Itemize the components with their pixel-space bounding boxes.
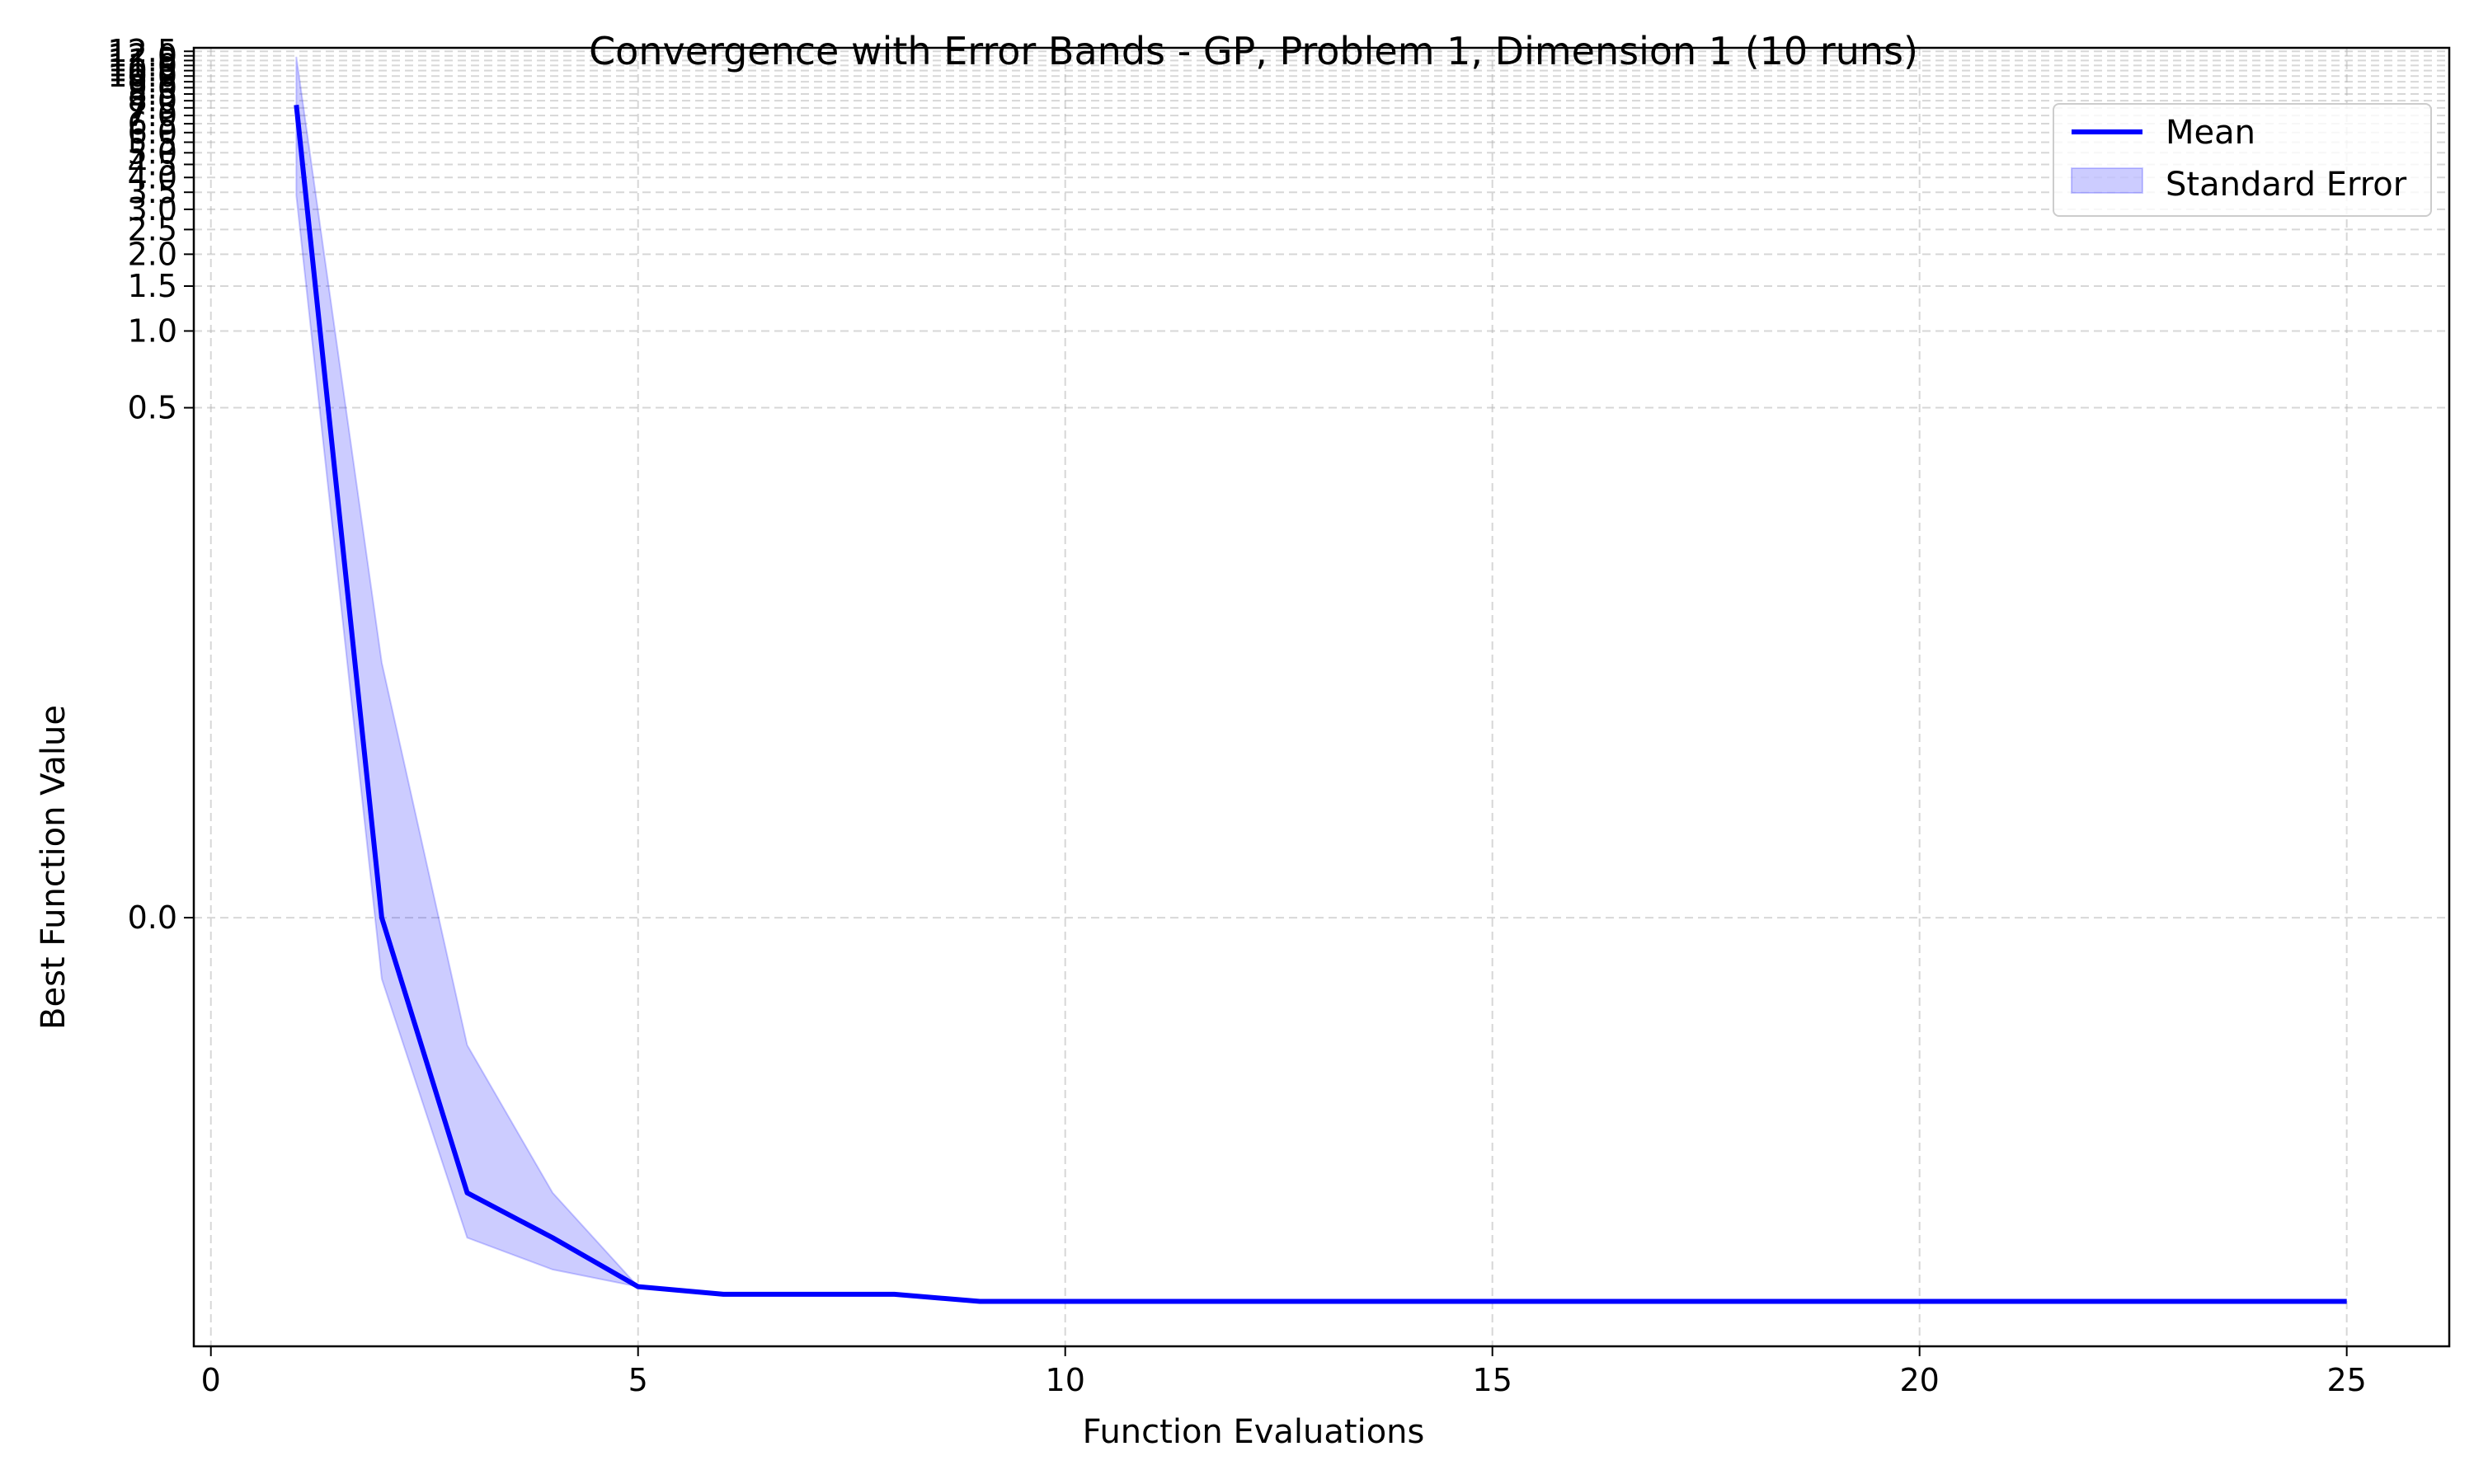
y-tick-label: 10.5 bbox=[107, 53, 177, 89]
y-tick-label: 9.0 bbox=[128, 69, 177, 106]
x-axis-label: Function Evaluations bbox=[1083, 1413, 1425, 1451]
y-tick-label: 12.5 bbox=[107, 33, 177, 69]
y-tick-label: 4.5 bbox=[128, 146, 177, 182]
axes-frame bbox=[192, 46, 2451, 1348]
y-tick-label: 0.0 bbox=[128, 899, 177, 936]
legend-band-swatch bbox=[2071, 167, 2143, 194]
y-tick-label: 7.5 bbox=[128, 90, 177, 126]
y-tick-label: 0.5 bbox=[128, 390, 177, 426]
y-tick-label: 1.5 bbox=[128, 268, 177, 304]
y-tick-label: 5.5 bbox=[128, 124, 177, 160]
x-tick-label: 15 bbox=[1473, 1362, 1512, 1398]
y-tick-label: 12.0 bbox=[107, 38, 177, 74]
mean-line-layer bbox=[294, 104, 2347, 1304]
chart-title: Convergence with Error Bands - GP, Probl… bbox=[589, 29, 1918, 73]
y-tick-label: 3.5 bbox=[128, 174, 177, 210]
y-tick-label: 10.0 bbox=[107, 58, 177, 94]
x-axis-ticks: 0 5 10 15 20 25 bbox=[201, 1346, 2367, 1398]
y-tick-label: 6.0 bbox=[128, 115, 177, 151]
y-tick-label: 3.0 bbox=[128, 191, 177, 228]
y-tick-label: 2.5 bbox=[128, 211, 177, 247]
legend-band-label: Standard Error bbox=[2166, 166, 2407, 204]
x-tick-label: 10 bbox=[1046, 1362, 1085, 1398]
mean-line bbox=[294, 104, 2347, 1304]
y-axis-ticks: 0.0 0.5 1.0 1.52.02.53.03.54.04.55.05.56.06… bbox=[107, 33, 194, 936]
y-tick-label: 11.0 bbox=[107, 47, 177, 83]
y-tick-label: 8.0 bbox=[128, 82, 177, 119]
y-tick-label: 8.5 bbox=[128, 76, 177, 112]
x-tick-label: 20 bbox=[1900, 1362, 1940, 1398]
y-tick-label: 5.0 bbox=[128, 134, 177, 171]
y-tick-label: 11.5 bbox=[107, 42, 177, 78]
y-tick-label: 6.5 bbox=[128, 106, 177, 142]
legend-mean-label: Mean bbox=[2166, 114, 2255, 152]
y-tick-label: 2.0 bbox=[128, 236, 177, 272]
y-axis-label: Best Function Value bbox=[35, 705, 73, 1030]
x-tick-label: 0 bbox=[201, 1362, 221, 1398]
y-tick-label: 7.0 bbox=[128, 97, 177, 134]
y-tick-label: 1.0 bbox=[128, 312, 177, 349]
x-tick-label: 25 bbox=[2327, 1362, 2367, 1398]
x-tick-label: 5 bbox=[628, 1362, 648, 1398]
y-tick-label: 4.0 bbox=[128, 159, 177, 195]
plot-area-frame bbox=[192, 46, 2451, 1348]
legend-frame bbox=[2053, 103, 2432, 217]
legend: Mean Standard Error bbox=[2053, 103, 2432, 217]
y-tick-label: 9.5 bbox=[128, 63, 177, 100]
